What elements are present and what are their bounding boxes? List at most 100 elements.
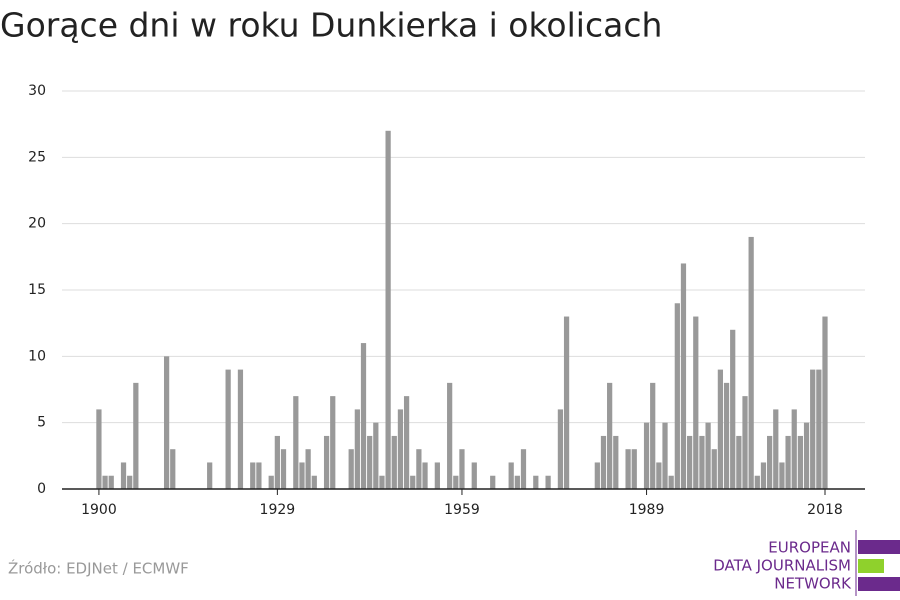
bar (133, 382, 139, 489)
bar (348, 449, 354, 489)
bar (434, 462, 440, 489)
bar (674, 303, 680, 489)
bar (563, 316, 570, 489)
bar (237, 369, 244, 489)
bar (225, 369, 231, 489)
bar (360, 343, 367, 489)
bar (742, 396, 748, 489)
bar (754, 475, 760, 489)
x-tick-label: 1929 (260, 502, 296, 518)
bar (785, 435, 791, 489)
bar (797, 435, 804, 489)
bar (533, 475, 539, 489)
bar (305, 449, 311, 489)
bar (656, 462, 662, 489)
bar (810, 369, 816, 489)
bar (490, 475, 496, 489)
bar (268, 475, 274, 489)
chart-title: Gorące dni w roku Dunkierka i okolicach (0, 6, 662, 45)
bar (397, 409, 404, 489)
logo-text: NETWORK (774, 575, 852, 593)
bar (687, 435, 693, 489)
bar (447, 382, 453, 489)
bar (102, 475, 108, 489)
x-tick-label: 1989 (629, 502, 665, 518)
bar (207, 462, 213, 489)
logo-bar (858, 559, 884, 573)
bar (416, 449, 422, 489)
bar (600, 435, 607, 489)
bar (748, 236, 754, 489)
bar (391, 435, 397, 489)
bar (717, 369, 724, 489)
bar (613, 435, 619, 489)
bar (256, 462, 262, 489)
bar (680, 263, 687, 489)
bar (723, 382, 730, 489)
bar (767, 435, 773, 489)
bar (280, 449, 287, 489)
bar (354, 409, 360, 489)
bar (170, 449, 176, 489)
bar (736, 435, 742, 489)
y-tick-label: 15 (28, 282, 46, 298)
bar (459, 449, 465, 489)
bar (711, 449, 717, 489)
y-tick-label: 10 (28, 348, 46, 364)
bar (643, 422, 650, 489)
bar (760, 462, 767, 489)
bar (668, 475, 674, 489)
bar (250, 462, 256, 489)
bar (471, 462, 477, 489)
logo-text: EUROPEAN (768, 539, 851, 557)
x-tick-label: 1959 (444, 502, 480, 518)
bar (816, 369, 822, 489)
bar (274, 435, 280, 489)
bar (120, 462, 127, 489)
bar (293, 396, 299, 489)
logo-text: DATA JOURNALISM (713, 557, 851, 575)
y-tick-label: 20 (28, 216, 46, 232)
bar (367, 435, 373, 489)
bar (773, 409, 779, 489)
bar (822, 316, 828, 489)
bar (403, 396, 410, 489)
logo-bar (858, 540, 900, 554)
bar (96, 409, 102, 489)
bar (410, 475, 416, 489)
bar (594, 462, 600, 489)
bar (631, 449, 637, 489)
bar (693, 316, 699, 489)
bar (705, 422, 711, 489)
bar (373, 422, 379, 489)
bar (730, 329, 736, 489)
y-tick-label: 25 (28, 149, 46, 165)
bar (127, 475, 133, 489)
bar (625, 449, 631, 489)
bar (453, 475, 459, 489)
bar (299, 462, 305, 489)
bar (650, 382, 656, 489)
bar (803, 422, 810, 489)
bar (508, 462, 514, 489)
logo-bar (858, 577, 900, 591)
bar (779, 462, 785, 489)
bar (311, 475, 317, 489)
bar (108, 475, 114, 489)
source: Źródło: EDJNet / ECMWF (8, 559, 189, 578)
bar (520, 449, 527, 489)
bar (323, 435, 330, 489)
y-tick-label: 0 (37, 481, 46, 497)
x-tick-label: 2018 (807, 502, 843, 518)
x-tick-label: 1900 (81, 502, 117, 518)
bar (330, 396, 336, 489)
bar (545, 475, 551, 489)
bar (699, 435, 705, 489)
bar (791, 409, 797, 489)
bar (163, 356, 170, 489)
bar (662, 422, 668, 489)
bar (557, 409, 564, 489)
y-tick-label: 5 (37, 415, 46, 431)
y-tick-label: 30 (28, 83, 46, 99)
